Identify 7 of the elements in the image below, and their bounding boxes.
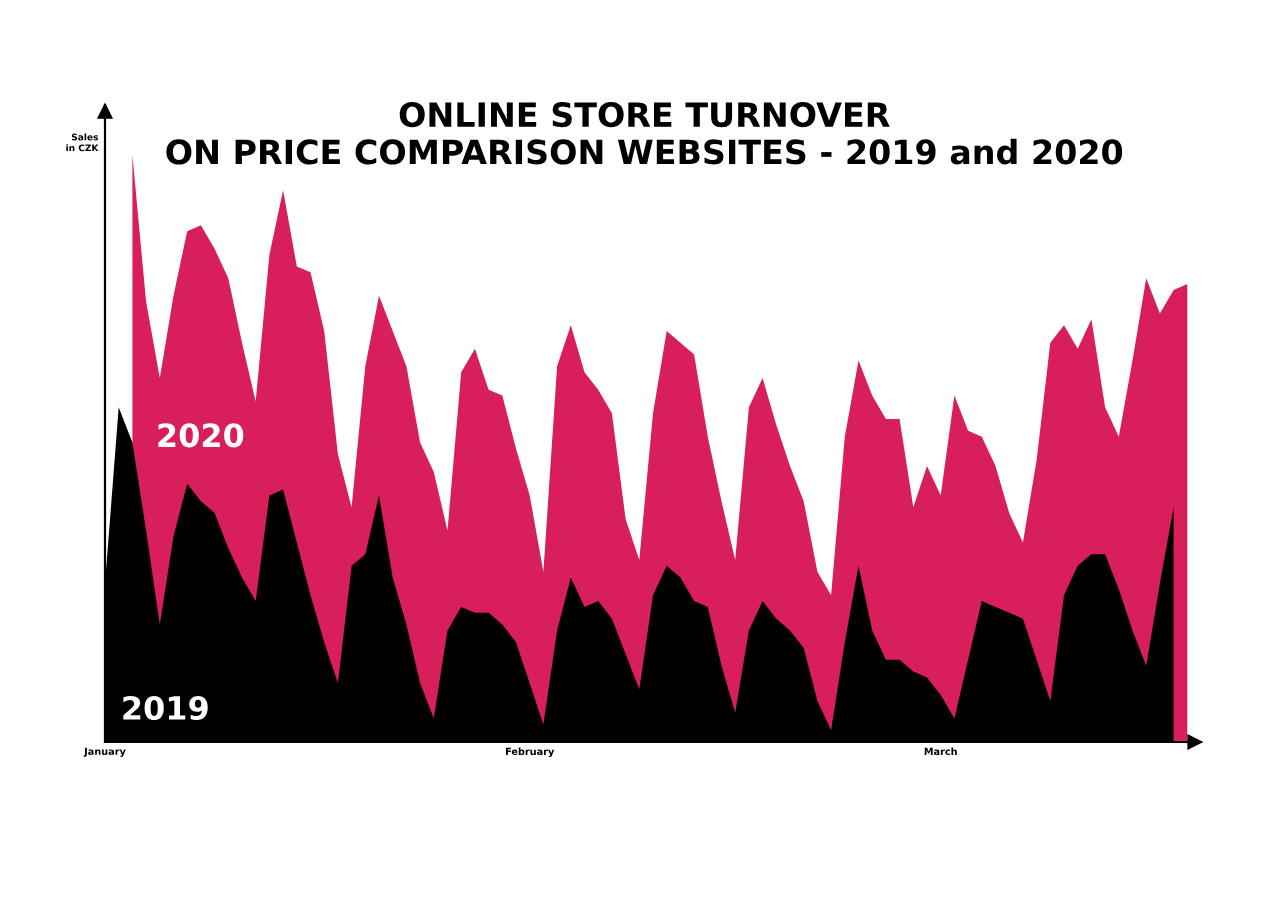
x-tick-label: March (924, 747, 957, 756)
y-axis-title: Sales in CZK (66, 133, 99, 152)
x-tick-label: February (505, 747, 555, 758)
series-label: 2020 (158, 423, 244, 448)
x-tick-label: January (83, 747, 126, 757)
chart-title: ONLINE STORE TURNOVER ON PRICE COMPARISON WEBSITES - 2019 and 2020 (166, 102, 1123, 165)
series-label: 2019 (123, 695, 208, 721)
